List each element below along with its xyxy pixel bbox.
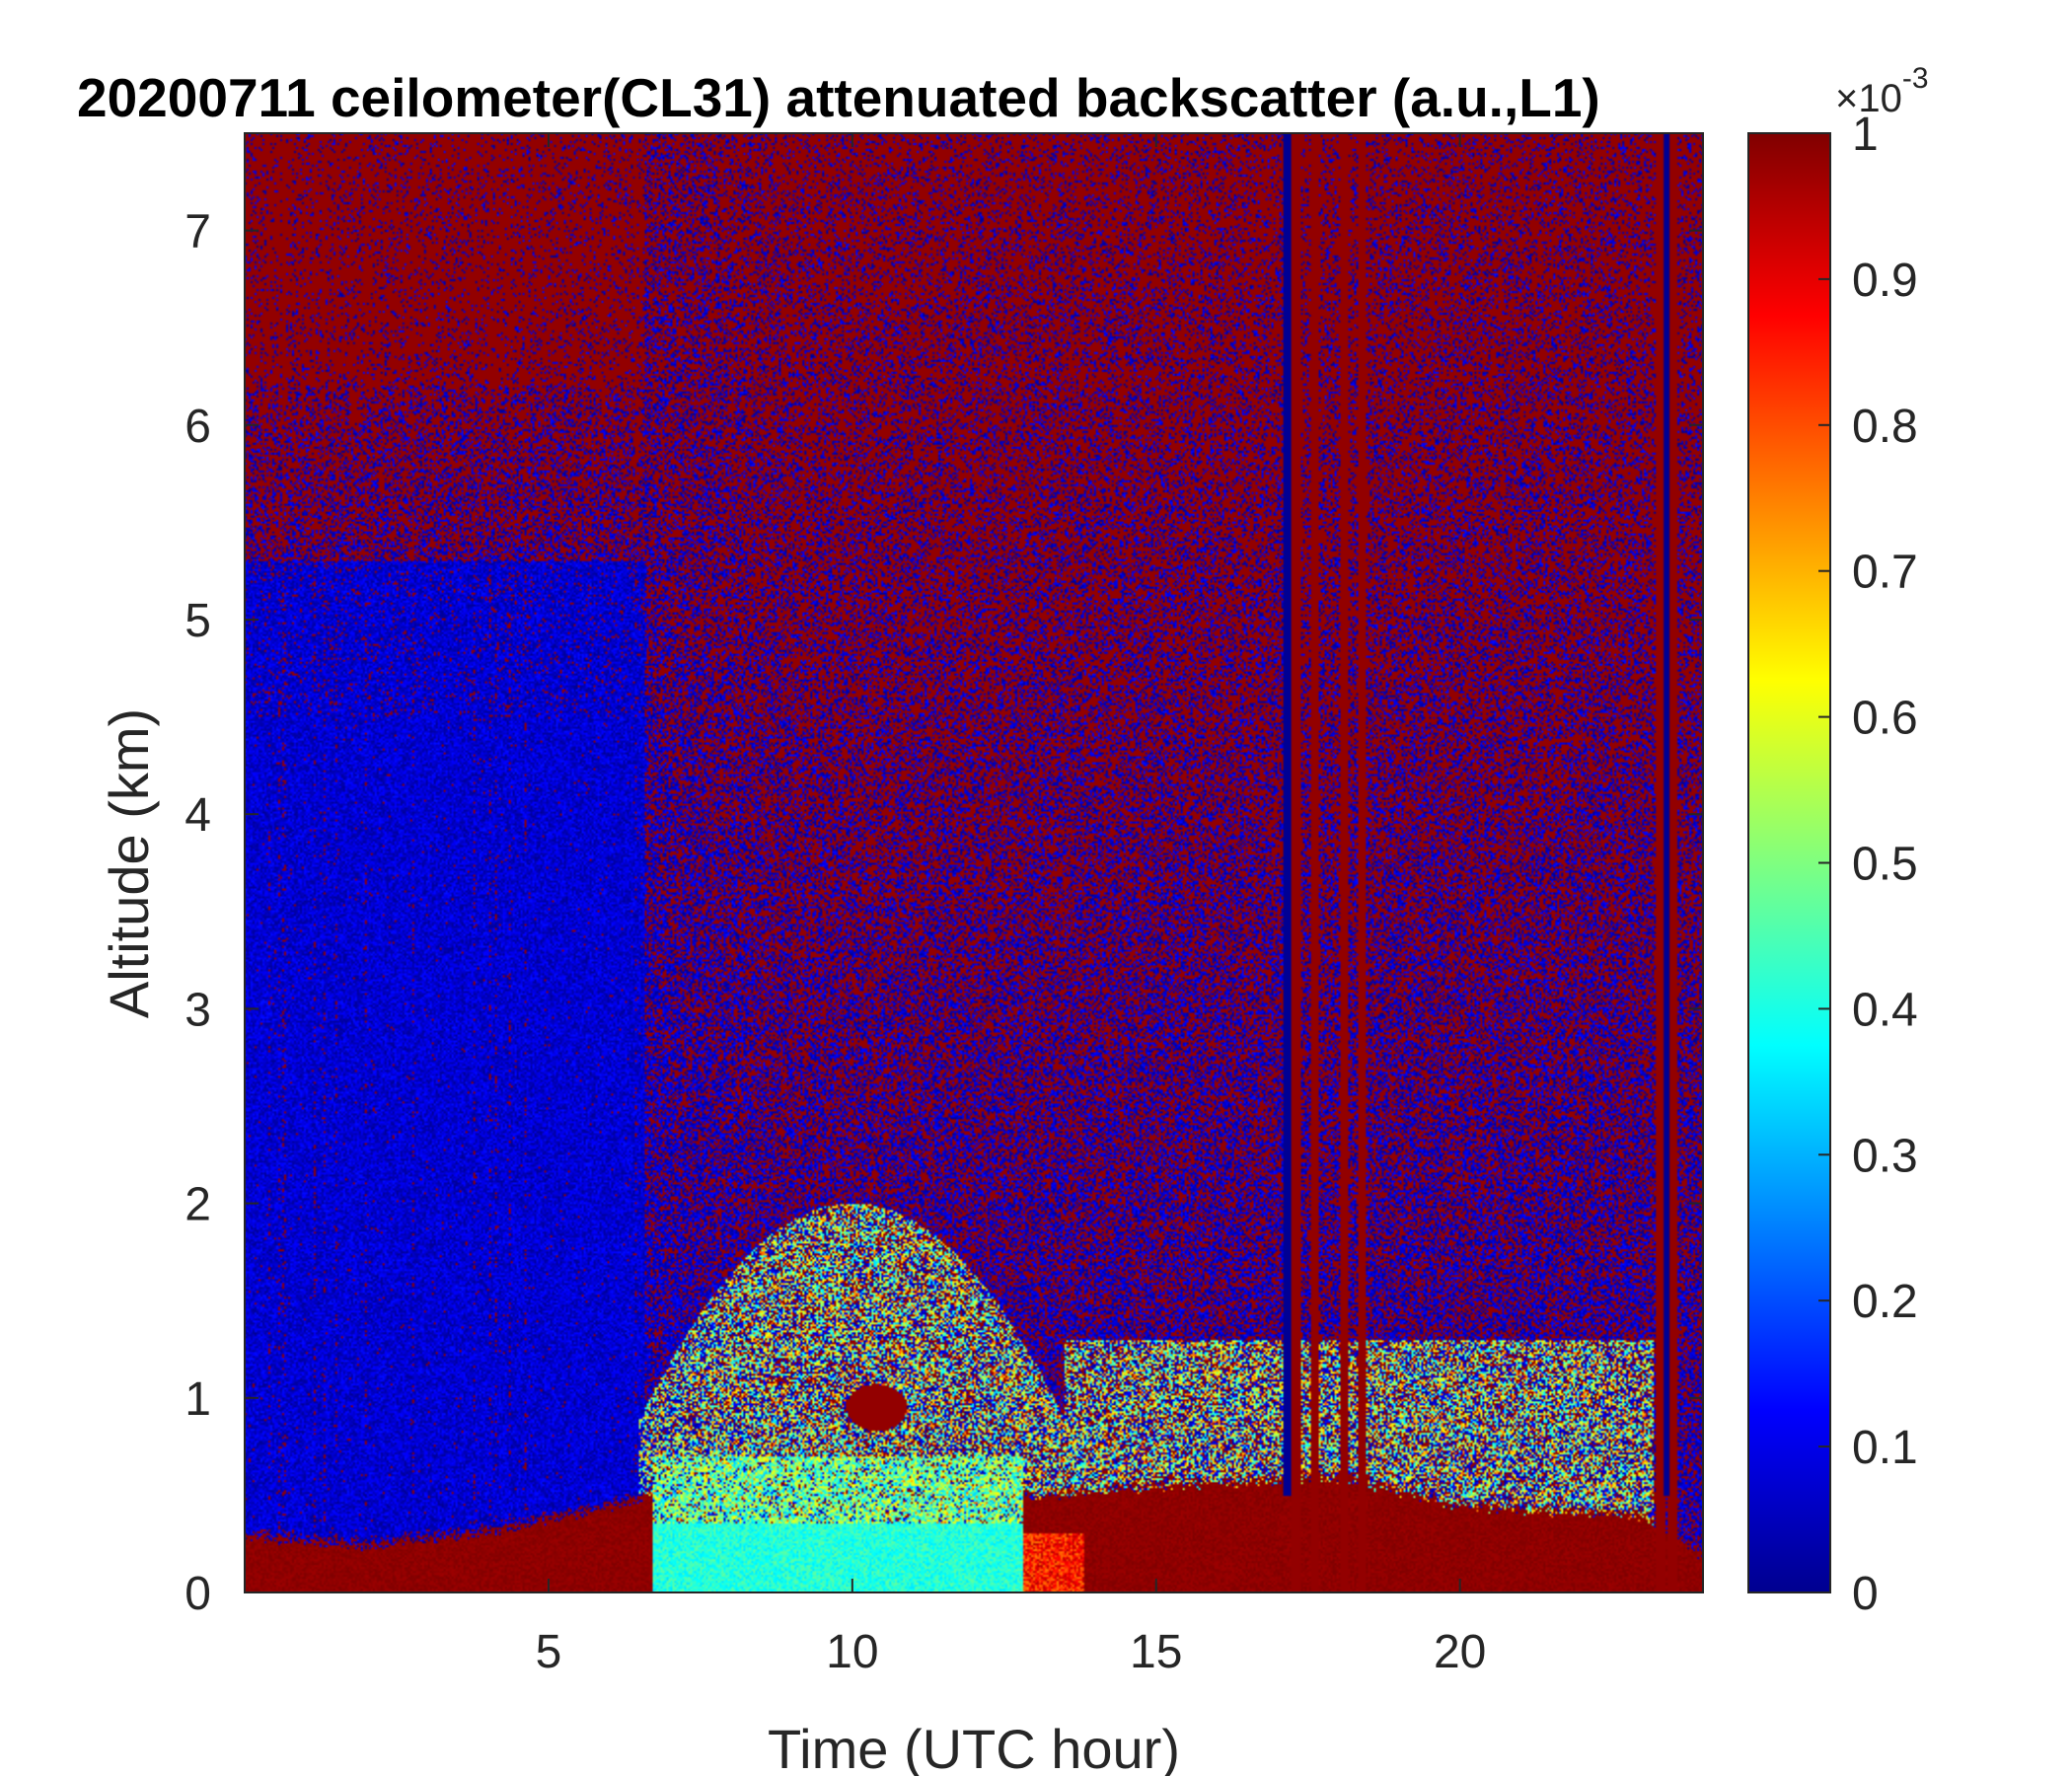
colorbar-tick-label: 0.2 bbox=[1852, 1276, 1918, 1328]
colorbar-tick-label: 1 bbox=[1852, 109, 1879, 161]
colorbar-tick-label: 0.1 bbox=[1852, 1422, 1918, 1474]
colorbar-tick-label: 0.5 bbox=[1852, 839, 1918, 891]
heatmap-plot-area bbox=[244, 132, 1704, 1593]
y-tick-label: 3 bbox=[185, 984, 211, 1036]
x-tick-label: 15 bbox=[1130, 1626, 1182, 1678]
x-tick-label: 20 bbox=[1434, 1626, 1486, 1678]
y-axis: 0 1 2 3 4 5 6 7 bbox=[185, 206, 1703, 1620]
colorbar-multiplier: ×10-3 bbox=[1835, 62, 1929, 120]
x-axis-label: Time (UTC hour) bbox=[768, 1718, 1180, 1776]
colorbar-tick-label: 0.3 bbox=[1852, 1130, 1918, 1182]
y-tick-label: 4 bbox=[185, 789, 211, 842]
colorbar-tick-label: 0.8 bbox=[1852, 401, 1918, 453]
colorbar-tick-label: 0 bbox=[1852, 1568, 1879, 1620]
y-tick-label: 1 bbox=[185, 1373, 211, 1426]
x-tick-label: 5 bbox=[536, 1626, 562, 1678]
backscatter-heatmap-image bbox=[245, 133, 1703, 1592]
colorbar: 0 0.1 0.2 0.3 0.4 0.5 0.6 0.7 0.8 0.9 1 ×10-3 bbox=[1747, 62, 1929, 1620]
colorbar-ticks: 0 0.1 0.2 0.3 0.4 0.5 0.6 0.7 0.8 0.9 1 bbox=[1818, 109, 1918, 1620]
y-axis-label: Altitude (km) bbox=[98, 708, 160, 1018]
y-tick-label: 0 bbox=[185, 1568, 211, 1620]
y-tick-label: 5 bbox=[185, 595, 211, 647]
y-tick-label: 2 bbox=[185, 1179, 211, 1231]
colorbar-multiplier-base: ×10 bbox=[1835, 77, 1902, 120]
chart-title: 20200711 ceilometer(CL31) attenuated bac… bbox=[77, 67, 1600, 128]
colorbar-tick-label: 0.9 bbox=[1852, 255, 1918, 307]
colorbar-multiplier-exponent: -3 bbox=[1902, 62, 1929, 95]
colorbar-gradient bbox=[1747, 132, 1831, 1593]
y-tick-label: 7 bbox=[185, 206, 211, 259]
x-tick-label: 10 bbox=[826, 1626, 878, 1678]
colorbar-tick-label: 0.6 bbox=[1852, 693, 1918, 745]
y-tick-label: 6 bbox=[185, 401, 211, 453]
colorbar-tick-label: 0.7 bbox=[1852, 547, 1918, 599]
x-axis: 5 10 15 20 bbox=[536, 133, 1486, 1678]
colorbar-tick-label: 0.4 bbox=[1852, 984, 1918, 1036]
plot-frame bbox=[244, 132, 1704, 1593]
